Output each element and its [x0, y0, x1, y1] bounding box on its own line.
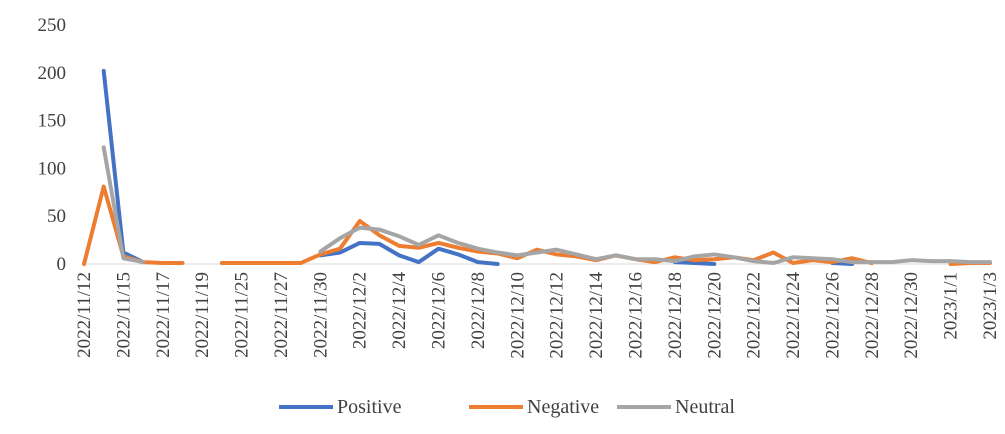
x-tick-label: 2022/11/15: [113, 272, 134, 358]
x-tick-label: 2022/11/27: [271, 272, 292, 358]
x-tick-label: 2023/1/1: [941, 272, 962, 340]
legend: Positive Negative Neutral: [279, 396, 735, 418]
legend-item-neutral: Neutral: [617, 396, 735, 418]
x-tick-label: 2022/11/30: [310, 272, 331, 358]
series-line-neutral: [101, 145, 992, 266]
x-tick-label: 2023/1/3: [980, 272, 1001, 340]
legend-label: Positive: [337, 396, 402, 418]
x-tick-label: 2022/12/28: [862, 272, 883, 359]
x-tick-label: 2022/12/16: [625, 272, 646, 359]
x-tick-label: 2022/12/26: [822, 272, 843, 359]
y-tick-label: 150: [38, 111, 67, 132]
x-tick-label: 2022/11/17: [153, 272, 174, 358]
y-tick-label: 200: [38, 63, 67, 84]
y-tick-label: 250: [38, 15, 67, 36]
x-tick-label: 2022/12/22: [744, 272, 765, 359]
legend-label: Negative: [527, 396, 599, 418]
y-tick-label: 0: [57, 254, 67, 275]
y-tick-label: 100: [38, 158, 67, 179]
x-tick-label: 2022/12/30: [901, 272, 922, 359]
x-tick-label: 2022/11/19: [192, 272, 213, 358]
x-tick-label: 2022/12/6: [429, 272, 450, 349]
series-positive: [101, 68, 855, 266]
x-tick-label: 2022/12/24: [783, 272, 804, 359]
x-tick-label: 2022/12/14: [586, 272, 607, 359]
legend-item-negative: Negative: [469, 396, 599, 418]
x-tick-label: 2022/12/10: [507, 272, 528, 359]
legend-label: Neutral: [675, 396, 735, 418]
x-tick-label: 2022/11/12: [74, 272, 95, 358]
series-lines: [82, 68, 992, 266]
x-tick-label: 2022/12/8: [468, 272, 489, 349]
y-axis-ticks: 0 50 100 150 200 250: [38, 15, 67, 275]
legend-item-positive: Positive: [279, 396, 402, 418]
series-neutral: [101, 145, 992, 266]
x-tick-label: 2022/11/25: [232, 272, 253, 358]
y-tick-label: 50: [47, 206, 66, 227]
x-tick-label: 2022/12/12: [547, 272, 568, 359]
series-line-positive: [101, 68, 855, 266]
x-tick-label: 2022/12/18: [665, 272, 686, 359]
x-tick-label: 2022/12/4: [389, 272, 410, 350]
x-axis-ticks: 2022/11/12 2022/11/15 2022/11/17 2022/11/19…: [74, 272, 1001, 359]
x-tick-label: 2022/12/20: [704, 272, 725, 359]
x-tick-label: 2022/12/2: [350, 272, 371, 349]
